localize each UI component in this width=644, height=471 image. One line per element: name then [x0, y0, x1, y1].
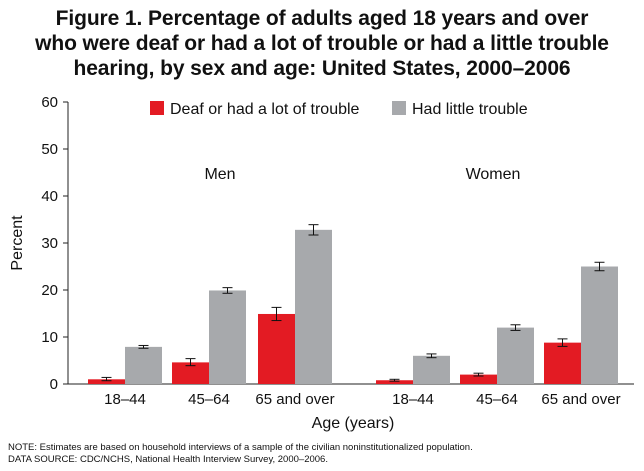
error-bar: [510, 324, 521, 331]
y-tick-label: 50: [41, 141, 58, 158]
data-source-text: DATA SOURCE: CDC/NCHS, National Health I…: [8, 454, 328, 465]
x-tick-label: 65 and over: [541, 391, 620, 408]
bar-deaf-or-lot-of-trouble: [544, 342, 581, 384]
group-label-men: Men: [204, 166, 235, 183]
legend-label: Deaf or had a lot of trouble: [170, 101, 360, 118]
y-tick-label: 60: [41, 94, 58, 111]
footnotes: NOTE: Estimates are based on household i…: [8, 442, 473, 466]
labels: 0 10 20 30 40 50 60 Percent Age (years) Men 18–44 4…: [9, 94, 621, 432]
x-tick-label: 45–64: [476, 391, 518, 408]
error-bar: [185, 358, 196, 367]
y-tick-label: 30: [41, 235, 58, 252]
bar-little-trouble: [497, 327, 534, 384]
y-tick-label: 40: [41, 188, 58, 205]
group-label-women: Women: [466, 166, 521, 183]
chart-title: Figure 1. Percentage of adults aged 18 y…: [0, 6, 644, 81]
x-tick-label: 45–64: [188, 391, 230, 408]
title-line-2: who were deaf or had a lot of trouble or…: [35, 32, 609, 55]
x-axis-title: Age (years): [312, 415, 395, 432]
x-tick-label: 18–44: [104, 391, 146, 408]
bars: [88, 224, 618, 384]
bar-little-trouble: [581, 266, 618, 384]
error-bar: [222, 287, 233, 294]
bar-chart: 0 10 20 30 40 50 60 Percent Age (years) Men 18–44 4…: [9, 94, 634, 432]
bar-deaf-or-lot-of-trouble: [460, 374, 497, 384]
title-line-3: hearing, by sex and age: United States, …: [73, 57, 571, 80]
error-bar: [271, 306, 282, 322]
legend-swatch: [150, 101, 164, 115]
y-tick-label: 20: [41, 282, 58, 299]
error-bar: [594, 261, 605, 272]
error-bar: [473, 372, 484, 377]
bar-deaf-or-lot-of-trouble: [376, 380, 413, 384]
bar-little-trouble: [413, 355, 450, 384]
note-text: NOTE: Estimates are based on household i…: [8, 442, 473, 453]
error-bar: [557, 338, 568, 347]
x-tick-label: 65 and over: [255, 391, 334, 408]
bar-deaf-or-lot-of-trouble: [258, 313, 295, 384]
error-bar: [308, 224, 319, 236]
bar-little-trouble: [295, 229, 332, 384]
legend-swatch: [392, 101, 406, 115]
y-axis-title: Percent: [9, 215, 26, 271]
x-tick-label: 18–44: [392, 391, 434, 408]
bar-deaf-or-lot-of-trouble: [172, 362, 209, 384]
y-tick-label: 0: [50, 376, 58, 393]
axes: [63, 101, 634, 385]
legend-item: Deaf or had a lot of trouble: [150, 101, 360, 118]
legend-item: Had little trouble: [392, 101, 528, 118]
error-bar: [426, 353, 437, 359]
bar-deaf-or-lot-of-trouble: [88, 379, 125, 384]
error-bar: [101, 376, 112, 382]
title-line-1: Figure 1. Percentage of adults aged 18 y…: [55, 7, 589, 30]
error-bar: [138, 344, 149, 349]
bar-little-trouble: [209, 290, 246, 384]
y-tick-label: 10: [41, 329, 58, 346]
bar-little-trouble: [125, 346, 162, 384]
legend-label: Had little trouble: [412, 101, 528, 118]
error-bar: [389, 378, 400, 382]
